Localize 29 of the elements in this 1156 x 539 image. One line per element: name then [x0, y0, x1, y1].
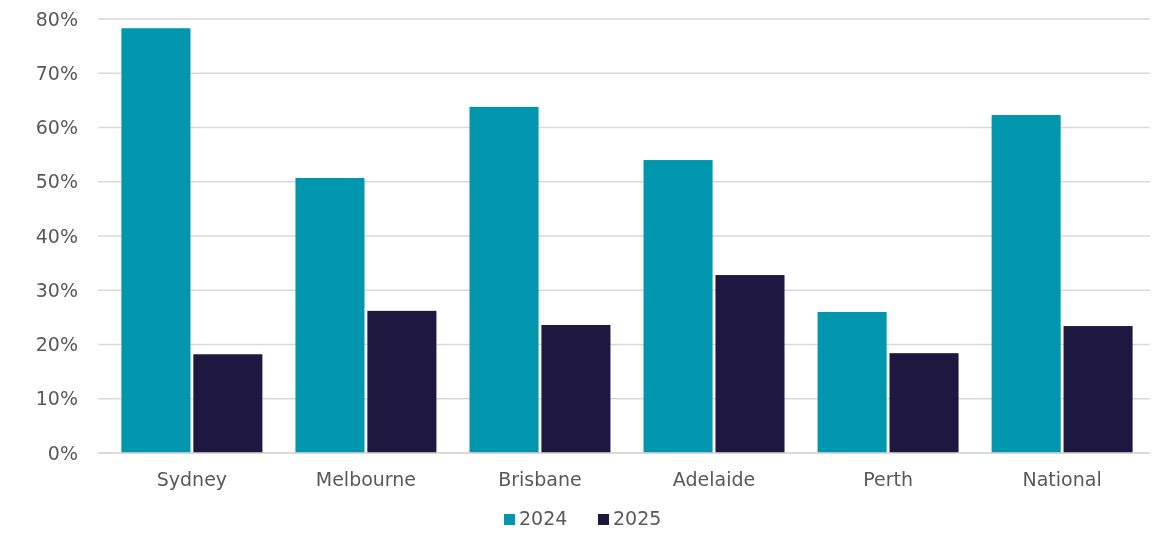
bar	[889, 353, 959, 453]
bar	[193, 354, 263, 453]
y-tick-label: 10%	[35, 387, 78, 410]
bar	[1063, 326, 1133, 453]
y-tick-label: 30%	[35, 278, 78, 301]
y-tick-label: 0%	[47, 441, 78, 464]
y-tick-label: 50%	[35, 170, 78, 193]
bar	[367, 310, 437, 453]
y-tick-label: 20%	[35, 333, 78, 356]
legend-label: 2024	[519, 507, 568, 529]
bar	[817, 311, 887, 453]
y-tick-label: 70%	[35, 61, 78, 84]
bar	[469, 106, 539, 453]
bar	[541, 324, 611, 453]
x-tick-label: Adelaide	[672, 468, 756, 490]
x-tick-label: Melbourne	[315, 468, 417, 490]
x-tick-label: National	[1022, 468, 1102, 490]
y-tick-label: 60%	[35, 116, 78, 139]
bar	[991, 115, 1061, 453]
y-tick-label: 80%	[35, 7, 78, 30]
bar	[715, 275, 785, 453]
x-tick-label: Brisbane	[498, 468, 582, 490]
y-tick-label: 40%	[35, 224, 78, 247]
x-tick-label: Perth	[863, 468, 913, 490]
bar	[121, 28, 191, 453]
bar	[643, 160, 713, 453]
legend-label: 2025	[613, 507, 662, 529]
bar	[295, 177, 365, 453]
x-tick-label: Sydney	[156, 468, 228, 490]
